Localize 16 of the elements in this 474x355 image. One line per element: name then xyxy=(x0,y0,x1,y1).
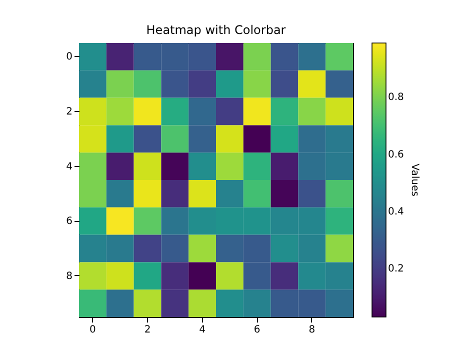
y-tick-label: 4 xyxy=(66,161,72,172)
color-bar-label: 0.8 xyxy=(388,92,404,104)
y-tick-label: 6 xyxy=(66,216,72,228)
color-bar-label: 0.2 xyxy=(388,263,404,274)
x-tick-label: 8 xyxy=(308,324,316,336)
color-bar-title: Values xyxy=(409,164,420,196)
color-bar-label: 0.6 xyxy=(388,149,404,160)
y-tick-label: 8 xyxy=(66,270,72,282)
chart-title: Heatmap with Colorbar xyxy=(146,23,286,37)
x-tick-label: 2 xyxy=(144,324,151,336)
color-bar-label: 0.4 xyxy=(388,206,404,218)
x-tick-label: 4 xyxy=(199,324,206,336)
x-tick-label: 6 xyxy=(254,324,260,336)
y-tick-label: 0 xyxy=(66,52,72,63)
x-tick-label: 0 xyxy=(90,324,96,336)
y-tick-label: 2 xyxy=(66,106,72,118)
